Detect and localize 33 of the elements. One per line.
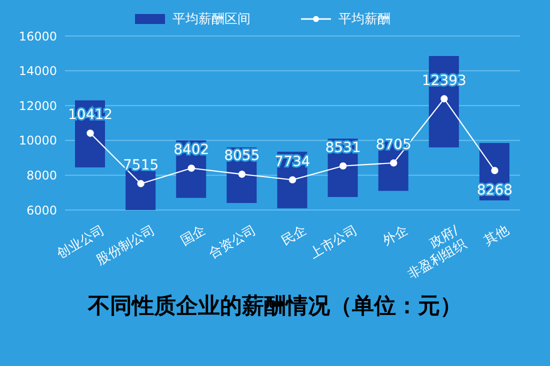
x-tick-label: 其他 <box>482 223 512 250</box>
y-tick-label: 10000 <box>18 134 57 148</box>
data-label: 10412 <box>68 107 113 124</box>
x-tick-label: 国企 <box>178 223 208 250</box>
point <box>491 166 498 174</box>
y-tick-label: 6000 <box>26 203 57 218</box>
point <box>188 164 195 172</box>
bar <box>126 168 156 210</box>
data-label: 8402 <box>174 142 210 158</box>
data-label: 8268 <box>476 182 513 199</box>
point <box>390 159 398 167</box>
data-label: 7734 <box>274 154 310 170</box>
point <box>86 130 94 137</box>
x-tick-label: 外企 <box>380 223 411 250</box>
x-tick-label: 上市公司 <box>308 223 360 262</box>
point <box>440 95 448 102</box>
legend-label: 平均薪酬区间 <box>172 11 250 28</box>
text: 不同性质企业的薪酬情况（单位：元） <box>86 293 463 321</box>
point <box>137 180 144 188</box>
data-label: 12393 <box>422 72 466 89</box>
data-label: 8055 <box>224 148 260 164</box>
point <box>238 170 246 178</box>
point <box>288 176 296 184</box>
y-tick-label: 12000 <box>18 98 57 113</box>
x-tick-label: 民企 <box>279 223 310 250</box>
legend-label: 平均薪酬 <box>338 11 390 28</box>
data-label: 7515 <box>123 158 159 174</box>
y-tick-label: 8000 <box>26 168 57 182</box>
data-label: 8531 <box>325 140 361 156</box>
point <box>339 162 347 170</box>
x-tick-label: 合资公司 <box>206 223 259 262</box>
y-tick-label: 16000 <box>18 29 57 44</box>
y-tick-label: 14000 <box>18 64 57 78</box>
